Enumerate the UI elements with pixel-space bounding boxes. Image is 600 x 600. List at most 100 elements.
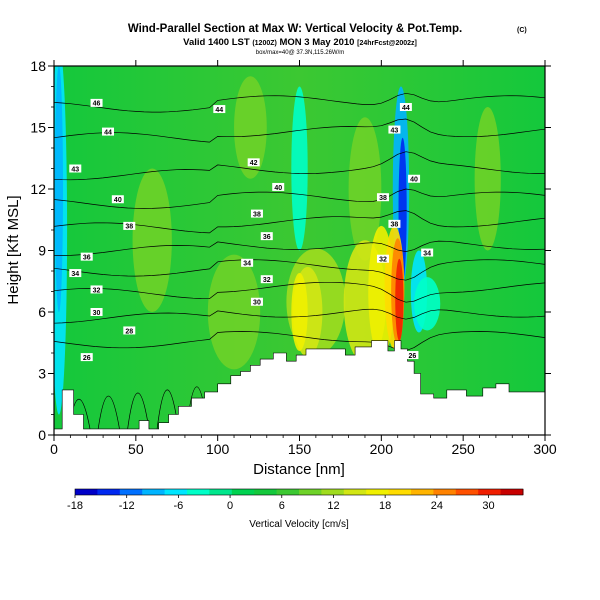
- contour-label: 42: [247, 158, 260, 167]
- colorbar-tick-label: 6: [279, 500, 285, 512]
- field-blob: [291, 273, 308, 351]
- contour-label-box: [247, 158, 260, 167]
- contour-label-text: 26: [409, 353, 417, 360]
- contour-label-text: 32: [93, 287, 101, 294]
- x-tick-label: 0: [50, 441, 58, 457]
- contour-label: 26: [406, 351, 419, 360]
- contour-low: [97, 395, 120, 429]
- colorbar-segment: [75, 489, 98, 495]
- contour-label-box: [90, 285, 103, 294]
- contour-label-box: [399, 103, 412, 111]
- colorbar-segment: [119, 489, 143, 495]
- contour-label: 32: [90, 285, 103, 294]
- colorbar-segment: [231, 489, 255, 495]
- contour-label-text: 34: [423, 250, 431, 257]
- contour-label: 26: [80, 353, 93, 362]
- colorbar-segment: [388, 489, 412, 495]
- contour-label: 43: [388, 125, 401, 134]
- contour-label-box: [250, 209, 263, 218]
- colorbar-segment: [500, 489, 524, 495]
- colorbar-segment: [455, 489, 479, 495]
- colorbar-label: Vertical Velocity [cm/s]: [249, 519, 349, 530]
- field-blob: [207, 254, 261, 370]
- contour-40: [54, 188, 545, 209]
- contour-low: [127, 392, 150, 429]
- colorbar-segment: [366, 489, 390, 495]
- contour-label-box: [80, 353, 93, 362]
- colorbar-tick-label: -12: [119, 500, 135, 512]
- contour-label-box: [241, 258, 254, 267]
- subtitle-date: MON 3 May 2010: [279, 37, 354, 48]
- contour-label: 38: [388, 219, 401, 229]
- field-blob: [474, 107, 501, 251]
- contour-label-text: 34: [243, 261, 251, 268]
- colorbar-tick-label: -6: [173, 500, 183, 512]
- colorbar-segment: [478, 489, 502, 495]
- y-tick-label: 9: [38, 243, 46, 259]
- y-tick-label: 0: [38, 427, 46, 443]
- contour-label-text: 42: [250, 160, 258, 167]
- contour-36: [54, 240, 545, 256]
- y-axis-label: Height [Kft MSL]: [5, 195, 22, 304]
- colorbar-tick-label: 0: [227, 500, 233, 512]
- contour-label-box: [406, 351, 419, 360]
- colorbar-segment: [343, 489, 367, 495]
- contour-label-text: 30: [93, 310, 101, 317]
- contour-28: [54, 331, 545, 352]
- contour-label-text: 44: [215, 107, 223, 114]
- colorbar-frame: [74, 488, 524, 496]
- colorbar-segment: [299, 489, 322, 495]
- colorbar-segment: [187, 489, 210, 495]
- contour-label: 46: [90, 98, 103, 108]
- contour-label-text: 30: [253, 300, 261, 307]
- contour-label-text: 32: [379, 257, 387, 264]
- contour-label-text: 36: [83, 254, 91, 261]
- contour-label: 38: [376, 193, 389, 202]
- contour-label: 32: [260, 275, 273, 284]
- field-blob: [234, 76, 267, 179]
- colorbar-segment: [433, 489, 457, 495]
- contour-label-box: [123, 221, 136, 230]
- x-axis: 0 50 100 150 200 250 300: [50, 60, 557, 457]
- contour-label: 38: [250, 209, 263, 218]
- field-blob: [348, 117, 382, 261]
- contour-label: 32: [376, 254, 389, 264]
- contour-label-box: [90, 308, 103, 316]
- contour-label-text: 32: [263, 277, 271, 284]
- y-tick-label: 3: [38, 366, 46, 382]
- contour-label-text: 38: [391, 222, 399, 229]
- contour-label: 34: [69, 269, 82, 278]
- colorbar-tick-label: 18: [379, 500, 391, 512]
- contour-label-box: [376, 193, 389, 202]
- contour-30: [54, 308, 545, 324]
- contour-label: 44: [399, 103, 412, 112]
- contour-label-box: [421, 248, 434, 257]
- contour-label-box: [80, 252, 93, 261]
- contour-label-text: 40: [410, 177, 418, 184]
- colorbar-segment: [411, 489, 434, 495]
- colorbar-tick-label: 30: [482, 500, 494, 512]
- contour-label-box: [388, 125, 401, 134]
- field-blob: [291, 86, 308, 251]
- x-tick-label: 150: [288, 441, 312, 457]
- contour-label-text: 44: [104, 129, 112, 136]
- x-tick-label: 200: [370, 441, 394, 457]
- contour-label-text: 38: [125, 224, 133, 231]
- x-tick-label: 50: [128, 441, 144, 457]
- colorbar-tick-label: 12: [327, 500, 339, 512]
- subtitle-forecast: [24hrFcst@2002z]: [357, 40, 417, 47]
- contour-label: 44: [213, 105, 226, 114]
- colorbar-tick-label: 24: [431, 500, 443, 512]
- contour-label: 36: [260, 232, 273, 241]
- contour-label-box: [250, 297, 263, 306]
- y-tick-label: 12: [30, 181, 46, 197]
- field-blob: [54, 66, 64, 312]
- subtitle-valid: Valid 1400 LST: [183, 37, 250, 48]
- contour-label: 30: [90, 308, 103, 317]
- contour-label: 40: [408, 174, 421, 184]
- contour-label: 30: [250, 297, 263, 307]
- x-tick-label: 250: [451, 441, 475, 457]
- contour-label: 43: [69, 164, 82, 173]
- y-tick-label: 6: [38, 304, 46, 320]
